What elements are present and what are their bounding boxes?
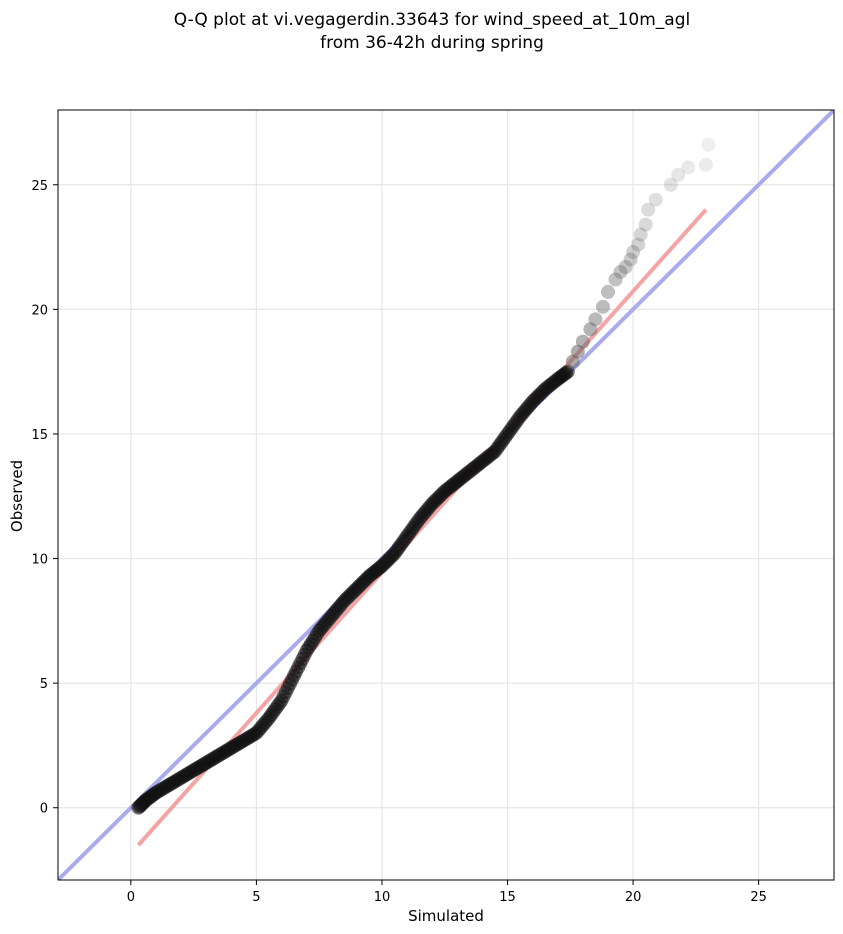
x-axis-ticks: 0 5 10 15 20 25 — [127, 880, 767, 905]
tail-data-point — [648, 192, 663, 207]
tail-data-point — [595, 299, 610, 314]
x-tick-label: 0 — [127, 890, 135, 905]
chart-title-line-1: Q-Q plot at vi.vegagerdin.33643 for wind… — [174, 10, 690, 30]
tail-data-point — [663, 177, 678, 192]
tail-data-point — [671, 167, 686, 182]
tail-data-point — [631, 237, 646, 252]
y-tick-label: 10 — [31, 553, 48, 568]
chart-title-line-2: from 36-42h during spring — [320, 33, 544, 53]
y-axis-label: Observed — [8, 460, 26, 532]
tail-data-point — [618, 259, 633, 274]
tail-data-point — [613, 264, 628, 279]
tail-data-point — [701, 137, 716, 152]
x-tick-label: 10 — [374, 890, 391, 905]
tail-data-point — [575, 334, 590, 349]
tail-data-point — [608, 272, 623, 287]
tail-data-point — [638, 217, 653, 232]
x-tick-label: 25 — [750, 890, 767, 905]
tail-data-point — [623, 252, 638, 267]
tail-data-point — [698, 157, 713, 172]
x-tick-label: 5 — [252, 890, 260, 905]
x-axis-label: Simulated — [408, 907, 484, 925]
tail-data-point — [641, 202, 656, 217]
tail-data-point — [681, 160, 696, 175]
y-tick-label: 25 — [31, 179, 48, 194]
plot-area-frame — [57, 109, 835, 881]
y-tick-label: 20 — [31, 303, 48, 318]
tail-data-point — [626, 245, 641, 260]
y-tick-label: 5 — [40, 677, 48, 692]
tail-data-point — [633, 227, 648, 242]
y-axis-ticks: 0 5 10 15 20 25 — [31, 179, 58, 817]
y-tick-label: 0 — [40, 802, 48, 817]
y-tick-label: 15 — [31, 428, 48, 443]
tail-data-point — [583, 322, 598, 337]
data-points — [131, 137, 716, 815]
tail-data-point — [588, 312, 603, 327]
grid-lines — [58, 110, 834, 880]
x-tick-label: 20 — [625, 890, 642, 905]
tail-data-point — [600, 284, 615, 299]
x-tick-label: 15 — [499, 890, 516, 905]
